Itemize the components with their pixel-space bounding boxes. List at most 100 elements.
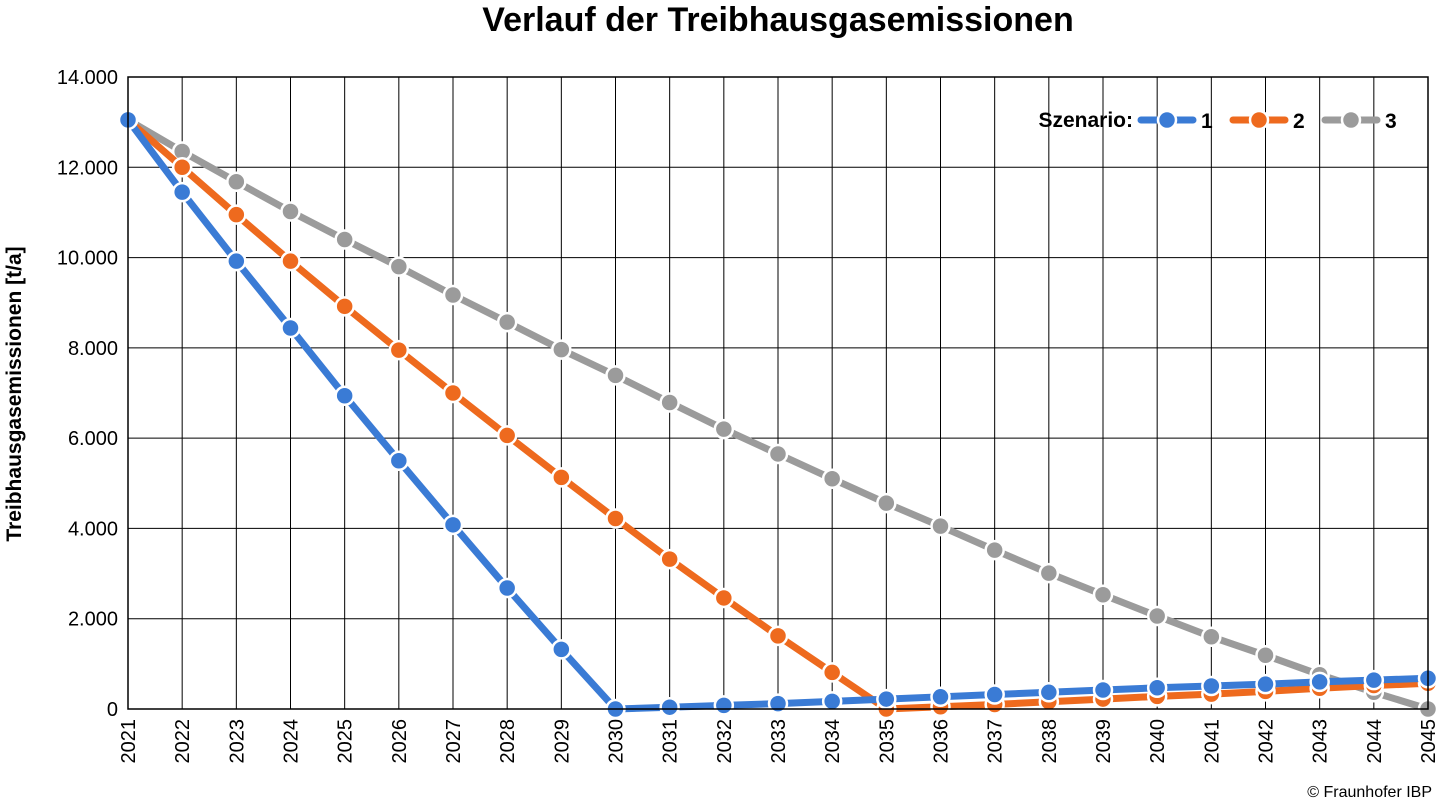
data-point <box>442 284 464 306</box>
legend-entry-3: 3 <box>1321 109 1397 133</box>
copyright-notice: © Fraunhofer IBP <box>1307 784 1432 801</box>
data-point <box>659 392 680 413</box>
data-point <box>713 695 735 716</box>
x-tick-label: 2027 <box>443 719 465 764</box>
data-point <box>1255 673 1276 695</box>
data-point <box>388 450 410 471</box>
data-point <box>1146 605 1168 627</box>
x-tick-label: 2022 <box>172 719 194 764</box>
y-axis-label: Treibhausgasemissionen [t/a] <box>3 246 26 541</box>
series-2 <box>117 109 1439 720</box>
x-tick-label: 2039 <box>1093 719 1115 764</box>
x-tick-label: 2033 <box>768 719 790 764</box>
data-point <box>767 693 789 714</box>
y-tick-label: 4.000 <box>68 518 118 540</box>
data-point <box>551 639 572 660</box>
data-point <box>984 539 1005 561</box>
x-tick-label: 2036 <box>931 719 953 764</box>
data-point <box>334 296 355 317</box>
data-point <box>930 515 951 537</box>
x-tick-label: 2028 <box>497 719 519 764</box>
data-point <box>1363 669 1385 691</box>
data-point <box>876 492 897 514</box>
data-point <box>334 229 355 250</box>
data-point <box>442 382 464 404</box>
data-point <box>605 365 626 386</box>
data-point <box>280 250 301 272</box>
data-point <box>388 256 410 277</box>
data-point <box>334 385 355 406</box>
y-tick-label: 2.000 <box>68 609 118 631</box>
legend-entry-2: 2 <box>1229 109 1305 133</box>
data-point <box>767 443 789 465</box>
data-point <box>713 418 735 440</box>
legend-marker <box>1156 109 1178 131</box>
data-point <box>1309 671 1330 693</box>
data-point <box>1038 682 1060 703</box>
data-point <box>1201 675 1222 697</box>
data-point <box>984 684 1005 705</box>
data-point <box>930 686 951 708</box>
legend-marker <box>1248 109 1270 131</box>
data-point <box>388 339 410 361</box>
x-tick-label: 2030 <box>606 719 628 764</box>
data-point <box>496 425 518 446</box>
y-tick-label: 0 <box>107 699 118 721</box>
y-tick-label: 8.000 <box>68 338 118 360</box>
data-point <box>171 157 193 178</box>
data-point <box>821 468 843 490</box>
x-tick-label: 2043 <box>1310 719 1332 764</box>
data-point <box>876 688 897 710</box>
data-point <box>1092 584 1114 606</box>
x-tick-labels: 2021 2022 2023 2024 2025 2026 2027 2028 2029 2030… <box>118 719 1440 764</box>
data-point <box>226 204 247 225</box>
series-layer <box>117 109 1439 720</box>
data-point <box>767 625 789 647</box>
data-point <box>1038 562 1060 584</box>
y-tick-label: 6.000 <box>68 428 118 450</box>
x-tick-label: 2045 <box>1418 719 1440 764</box>
data-point <box>496 311 518 333</box>
data-point <box>496 577 518 599</box>
data-point <box>551 467 572 488</box>
data-point <box>1201 626 1222 648</box>
data-point <box>171 181 193 203</box>
data-point <box>551 339 572 360</box>
data-point <box>659 696 680 718</box>
x-tick-label: 2040 <box>1147 719 1169 764</box>
data-point <box>659 548 680 570</box>
x-tick-label: 2034 <box>822 719 844 764</box>
x-tick-label: 2041 <box>1201 719 1223 764</box>
legend-label: 1 <box>1201 110 1213 133</box>
data-point <box>1255 645 1276 666</box>
chart-title: Verlauf der Treibhausgasemissionen <box>482 1 1073 39</box>
data-point <box>226 171 247 192</box>
grid-lines <box>127 76 1429 710</box>
x-tick-label: 2035 <box>876 719 898 764</box>
data-point <box>1146 677 1168 699</box>
data-point <box>442 514 464 536</box>
x-tick-label: 2025 <box>335 719 357 764</box>
data-point <box>280 317 301 339</box>
x-tick-label: 2023 <box>226 719 248 764</box>
x-tick-label: 2024 <box>281 719 303 764</box>
plot-border <box>127 76 1429 710</box>
data-point <box>821 691 843 712</box>
series-1 <box>117 109 1439 720</box>
x-tick-label: 2042 <box>1256 719 1278 764</box>
y-tick-labels: 0 2.000 4.000 6.000 8.000 10.000 12.000 14.000 <box>57 67 118 721</box>
x-tick-label: 2029 <box>551 719 573 764</box>
x-tick-label: 2038 <box>1039 719 1061 764</box>
data-point <box>226 250 247 272</box>
x-tick-label: 2037 <box>985 719 1007 764</box>
legend-label: 3 <box>1385 110 1397 133</box>
y-tick-label: 10.000 <box>57 248 118 270</box>
x-tick-label: 2031 <box>660 719 682 764</box>
x-tick-label: 2026 <box>389 719 411 764</box>
y-tick-label: 14.000 <box>57 67 118 89</box>
x-tick-label: 2021 <box>118 719 140 764</box>
y-tick-label: 12.000 <box>57 157 118 179</box>
data-point <box>605 508 626 529</box>
legend-marker <box>1340 109 1362 131</box>
